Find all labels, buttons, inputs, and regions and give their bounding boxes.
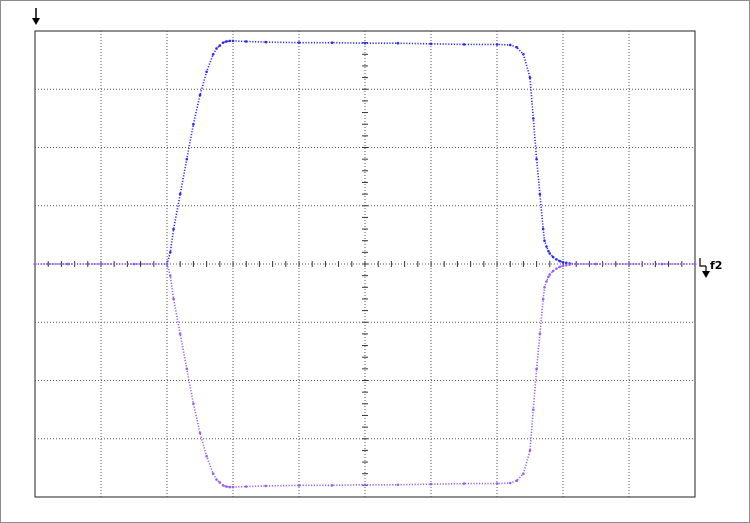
trace-point (535, 367, 538, 371)
trace-point (429, 482, 433, 486)
trace-point (561, 260, 565, 264)
trace-point (545, 245, 548, 248)
trace-point (221, 484, 225, 487)
trace-point (221, 41, 225, 44)
trace-point (225, 485, 228, 488)
trace-point (558, 265, 561, 269)
trace-point (330, 41, 334, 44)
trace-point (192, 402, 195, 406)
trace-point (693, 262, 697, 266)
trace-point (574, 262, 578, 266)
trace-point (548, 252, 552, 255)
trace-point (211, 472, 215, 476)
trace-point (205, 454, 208, 458)
trace-point (218, 44, 222, 47)
trace-point (528, 449, 532, 452)
trace-point (594, 262, 598, 266)
trace-point (198, 93, 202, 97)
trace-point (660, 262, 664, 266)
trace-point (228, 485, 231, 489)
trace-point (169, 274, 172, 277)
trace-point (555, 258, 558, 261)
trace-point (198, 431, 202, 435)
trace-point (211, 53, 215, 56)
trace-point (495, 482, 499, 485)
trace-point (528, 76, 532, 79)
trace-point (508, 43, 512, 47)
trace-point (522, 53, 525, 56)
trace-point (396, 41, 400, 45)
trace-point (228, 39, 231, 43)
trace-point (363, 41, 367, 45)
trace-point (495, 43, 499, 46)
trace-point (462, 43, 466, 46)
trace-point (218, 481, 222, 484)
trace-point (532, 117, 535, 120)
trigger-arrow-icon (32, 8, 40, 25)
trace-point (547, 275, 550, 279)
trace-point (99, 262, 103, 266)
trace-point (532, 408, 535, 411)
trace-point (551, 255, 555, 259)
trace-point (132, 262, 136, 266)
trace-2 (33, 262, 697, 489)
trace-point (172, 227, 175, 231)
trace-point (522, 472, 525, 476)
trace-point (396, 483, 400, 487)
trace-point (185, 157, 189, 161)
trace-point (547, 249, 550, 253)
trace-point (215, 47, 218, 50)
reference-marker-icon (699, 258, 710, 278)
trace-point (561, 264, 565, 268)
trace-point (541, 297, 545, 301)
trace-point (215, 478, 218, 481)
trace-point (565, 263, 568, 267)
trace-point (555, 267, 558, 270)
trace-point (363, 483, 367, 487)
trace-point (205, 70, 208, 74)
trace-point (185, 367, 189, 371)
trace-point (297, 484, 301, 487)
trace-point (541, 227, 545, 231)
trace-point (169, 251, 172, 254)
trace-point (330, 484, 334, 487)
trace-point (231, 39, 235, 43)
trace-point (225, 40, 228, 43)
trace-point (543, 239, 546, 242)
trace-point (429, 42, 433, 46)
reference-marker-label: f2 (710, 259, 722, 272)
trace-point (66, 262, 70, 266)
trace-point (543, 286, 546, 289)
trace-point (538, 192, 542, 196)
trace-point (165, 262, 169, 266)
trace-point (172, 297, 175, 301)
trace-point (297, 41, 301, 44)
trace-point (515, 46, 519, 49)
trace-point (558, 259, 561, 263)
traces (33, 39, 697, 489)
trace-point (545, 280, 548, 283)
trace-point (244, 485, 248, 488)
trace-point (231, 485, 235, 489)
trace-point (548, 273, 552, 276)
trace-point (568, 263, 571, 266)
trace-point (508, 481, 512, 485)
trace-point (33, 262, 37, 266)
trace-point (627, 262, 631, 266)
trace-point (535, 157, 538, 161)
trace-point (538, 332, 542, 336)
trace-point (264, 40, 268, 44)
trace-point (551, 269, 555, 273)
trace-point (515, 479, 519, 482)
trace-point (178, 332, 182, 336)
trace-point (462, 482, 466, 485)
trace-point (264, 484, 268, 488)
trace-point (178, 192, 182, 196)
trace-point (244, 40, 248, 43)
trace-point (192, 122, 195, 126)
trace-point (565, 261, 568, 265)
